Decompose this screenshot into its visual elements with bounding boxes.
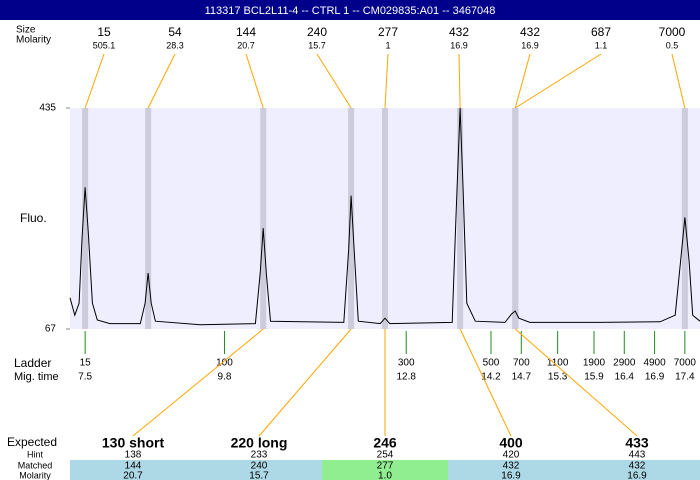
matched-cell <box>70 460 196 480</box>
hint: 443 <box>629 450 646 461</box>
peak-size: 15 <box>97 25 111 39</box>
molarity-row-label: Molarity <box>19 470 51 480</box>
ladder-time: 15.9 <box>584 372 604 383</box>
matched-cell <box>196 460 322 480</box>
peak-molarity: 16.9 <box>450 40 468 50</box>
ladder-label: Ladder <box>14 356 51 370</box>
peak-band <box>82 108 89 329</box>
peak-band <box>512 108 519 329</box>
ladder-time: 9.8 <box>218 372 232 383</box>
peak-band <box>260 108 267 329</box>
ladder-time: 14.2 <box>481 372 501 383</box>
y-tick-label: 67 <box>45 324 57 335</box>
peak-size: 144 <box>236 25 256 39</box>
matched: 240 <box>251 461 268 472</box>
ladder-size: 1900 <box>583 358 606 369</box>
ladder-size: 4900 <box>643 358 666 369</box>
size-label: Size <box>16 25 36 36</box>
peak-size: 7000 <box>659 25 686 39</box>
matched-label: Matched <box>18 460 53 470</box>
title: 113317 BCL2L11-4 -- CTRL 1 -- CM029835:A… <box>205 5 496 17</box>
expected-connector <box>132 328 264 437</box>
expected-name: 433 <box>625 435 649 451</box>
peak-band <box>382 108 388 329</box>
expected-connector <box>258 328 352 437</box>
matched-cell <box>574 460 700 480</box>
title-bar <box>0 0 700 20</box>
y-tick-label: 435 <box>39 103 56 114</box>
peak-size: 240 <box>307 25 327 39</box>
peak-molarity: 0.5 <box>666 40 679 50</box>
matched: 144 <box>125 461 142 472</box>
molarity: 16.9 <box>501 471 521 480</box>
molarity: 15.7 <box>249 471 269 480</box>
ladder-time: 7.5 <box>78 372 92 383</box>
ladder-time: 16.9 <box>645 372 665 383</box>
peak-connector <box>147 53 176 109</box>
matched: 432 <box>629 461 646 472</box>
peak-size: 687 <box>591 25 611 39</box>
ladder-size: 100 <box>216 358 233 369</box>
ladder-size: 500 <box>483 358 500 369</box>
molarity: 16.9 <box>627 471 647 480</box>
peak-connector <box>316 53 352 109</box>
ladder-size: 300 <box>398 358 415 369</box>
peak-molarity: 1 <box>385 40 390 50</box>
molarity: 20.7 <box>123 471 143 480</box>
y-label: Fluo. <box>20 211 47 225</box>
hint: 254 <box>377 450 394 461</box>
ladder-time: 16.4 <box>615 372 635 383</box>
peak-size: 432 <box>449 25 469 39</box>
peak-connector <box>671 53 686 109</box>
ladder-size: 2900 <box>613 358 636 369</box>
ladder-size: 15 <box>80 358 92 369</box>
peak-molarity: 505.1 <box>93 40 116 50</box>
ladder-size: 700 <box>513 358 530 369</box>
peak-connector <box>514 53 531 109</box>
ladder-time: 14.7 <box>512 372 532 383</box>
peak-molarity: 1.1 <box>595 40 608 50</box>
ladder-size: 1100 <box>547 358 569 369</box>
expected-connector <box>514 328 638 437</box>
peak-band <box>457 108 464 329</box>
hint: 420 <box>503 450 520 461</box>
expected-name: 130 short <box>102 435 165 451</box>
peak-size: 277 <box>378 25 398 39</box>
molarity: 1.0 <box>378 471 392 480</box>
trace <box>69 107 700 326</box>
mig-time-label: Mig. time <box>14 371 59 383</box>
expected-name: 246 <box>373 435 397 451</box>
matched: 432 <box>503 461 520 472</box>
peak-band <box>348 108 355 329</box>
peak-molarity: 20.7 <box>237 40 255 50</box>
peak-connector <box>514 53 602 109</box>
peak-molarity: 28.3 <box>166 40 184 50</box>
expected-name: 220 long <box>231 435 288 451</box>
peak-connector <box>384 53 389 109</box>
hint: 233 <box>251 450 268 461</box>
expected-label: Expected <box>7 435 57 449</box>
expected-name: 400 <box>499 435 523 451</box>
peak-size: 432 <box>520 25 540 39</box>
peak-band <box>145 108 152 329</box>
hint-label: Hint <box>27 449 44 459</box>
hint: 138 <box>125 450 142 461</box>
peak-size: 54 <box>168 25 182 39</box>
peak-connector <box>245 53 264 109</box>
ladder-time: 12.8 <box>396 372 416 383</box>
molarity-label: Molarity <box>16 35 51 46</box>
expected-connector <box>459 328 512 437</box>
ladder-size: 7000 <box>674 358 697 369</box>
ladder-time: 17.4 <box>675 372 695 383</box>
peak-molarity: 15.7 <box>308 40 326 50</box>
matched-cell <box>322 460 448 480</box>
matched: 277 <box>377 461 394 472</box>
peak-molarity: 16.9 <box>521 40 539 50</box>
matched-cell <box>448 460 574 480</box>
ladder-time: 15.3 <box>548 372 568 383</box>
peak-connector <box>458 53 461 109</box>
peak-connector <box>84 53 105 109</box>
